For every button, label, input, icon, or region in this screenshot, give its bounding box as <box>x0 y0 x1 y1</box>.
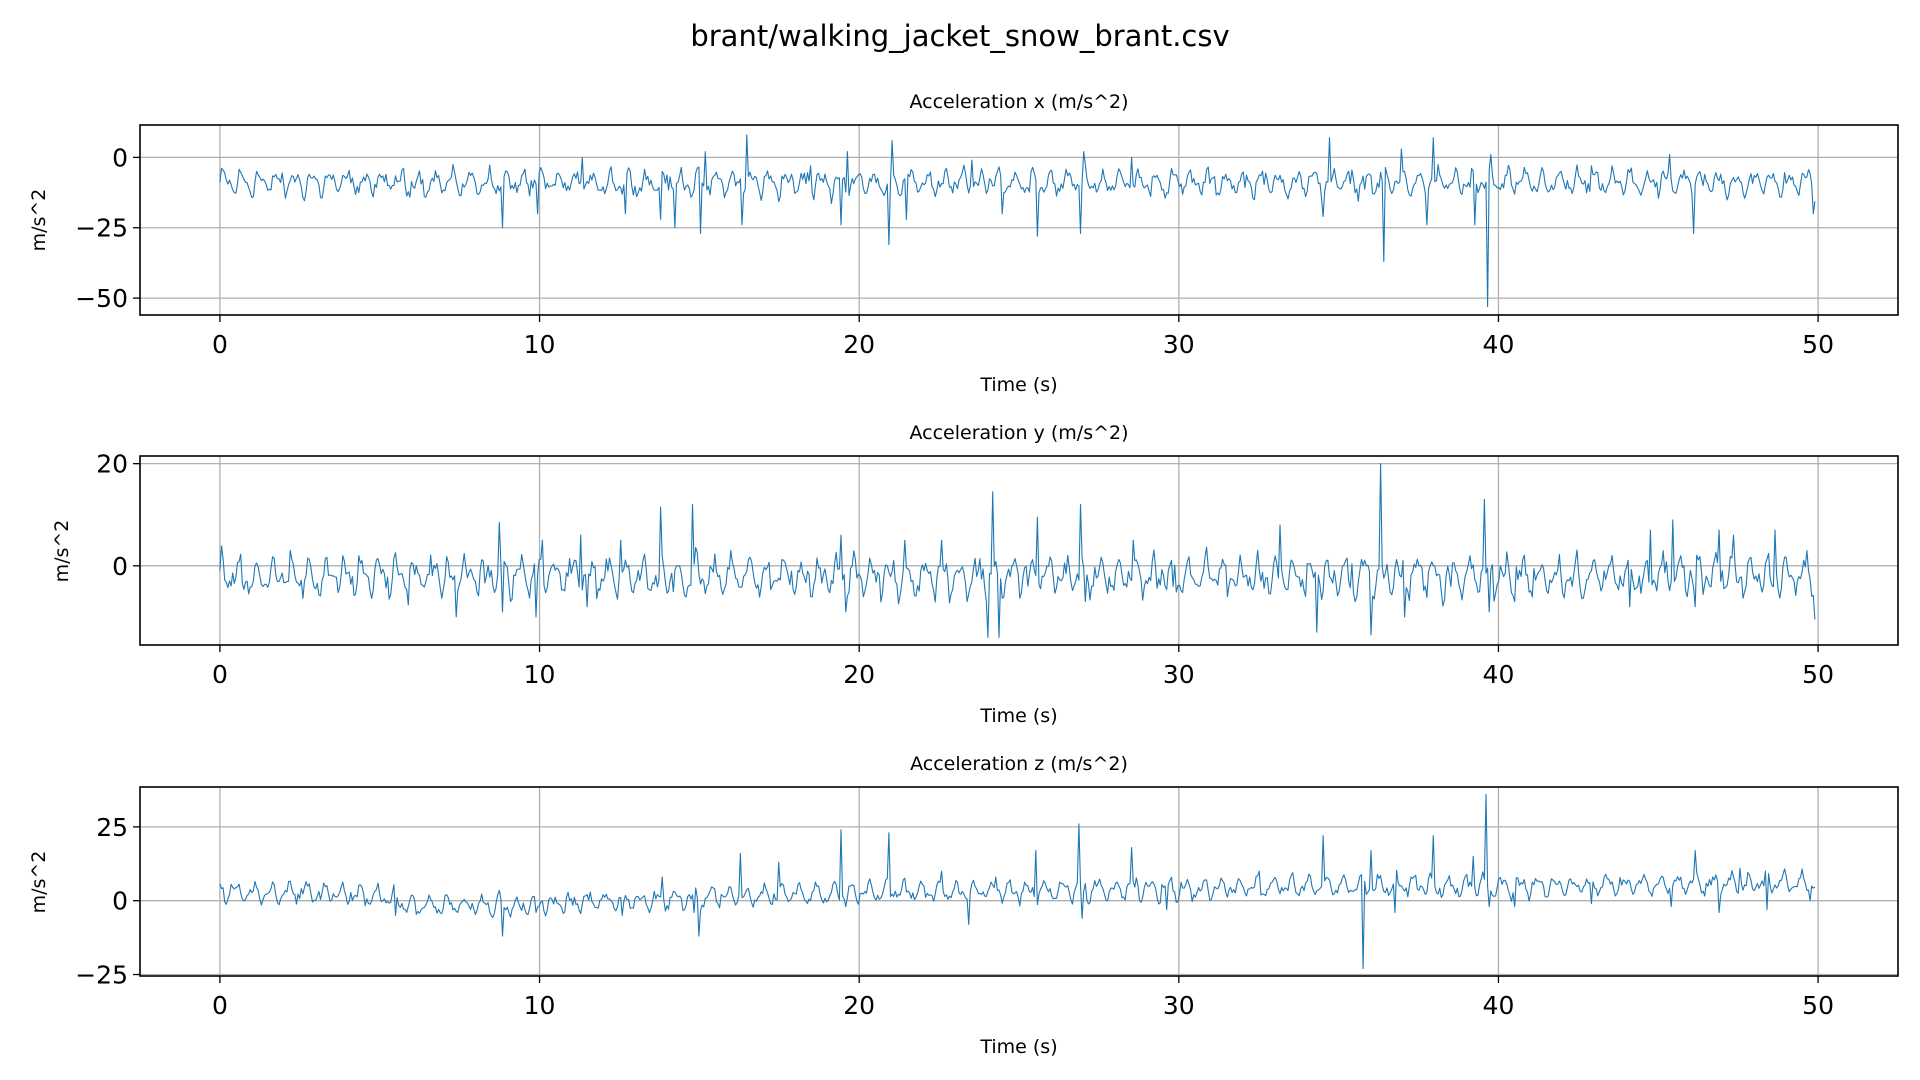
y-ticks: 0 −25 −50 <box>75 143 140 313</box>
x-tick-label: 30 <box>1163 991 1195 1020</box>
x-tick-label: 20 <box>843 330 875 359</box>
y-tick-label: −25 <box>75 214 128 243</box>
x-tick-label: 50 <box>1802 330 1834 359</box>
y-axis-label: m/s^2 <box>51 520 73 583</box>
x-tick-label: 40 <box>1483 660 1515 689</box>
series-line <box>219 134 1816 308</box>
y-axis-label: m/s^2 <box>28 851 50 914</box>
grid <box>140 125 1898 315</box>
subplot-acceleration-z: Acceleration z (m/s^2) 0 10 20 30 40 50 25 0 −2… <box>28 753 1899 1058</box>
y-axis-label: m/s^2 <box>28 189 50 252</box>
series-line <box>219 463 1816 638</box>
x-tick-label: 0 <box>212 330 228 359</box>
axes-frame <box>139 455 1899 646</box>
y-tick-label: 20 <box>96 450 128 479</box>
subplot-title: Acceleration x (m/s^2) <box>909 91 1128 113</box>
grid <box>140 456 1898 645</box>
y-ticks: 20 0 <box>96 450 140 581</box>
y-tick-label: 25 <box>96 813 128 842</box>
x-ticks: 0 10 20 30 40 50 <box>212 645 1834 689</box>
series-line <box>219 793 1816 970</box>
x-ticks: 0 10 20 30 40 50 <box>212 315 1834 359</box>
x-tick-label: 40 <box>1483 991 1515 1020</box>
plot-line-group <box>219 793 1816 970</box>
x-tick-label: 0 <box>212 660 228 689</box>
y-tick-label: 0 <box>112 552 128 581</box>
axes-frame <box>139 786 1899 977</box>
x-tick-label: 50 <box>1802 660 1834 689</box>
x-tick-label: 20 <box>843 991 875 1020</box>
y-ticks: 25 0 −25 <box>75 813 140 990</box>
y-tick-label: −50 <box>75 284 128 313</box>
subplot-acceleration-y: Acceleration y (m/s^2) 0 10 20 30 40 50 20 0 T… <box>51 422 1899 727</box>
x-tick-label: 0 <box>212 991 228 1020</box>
x-tick-label: 20 <box>843 660 875 689</box>
subplot-title: Acceleration y (m/s^2) <box>909 422 1128 444</box>
subplot-acceleration-x: Acceleration x (m/s^2) 0 10 20 30 40 50 0 −25 −… <box>28 91 1899 396</box>
x-axis-label: Time (s) <box>979 705 1057 727</box>
subplot-title: Acceleration z (m/s^2) <box>910 753 1128 775</box>
y-tick-label: 0 <box>112 143 128 172</box>
y-tick-label: 0 <box>112 887 128 916</box>
axes-frame <box>139 124 1899 316</box>
x-tick-label: 30 <box>1163 330 1195 359</box>
figure-suptitle: brant/walking_jacket_snow_brant.csv <box>690 19 1229 53</box>
x-tick-label: 10 <box>524 330 556 359</box>
x-axis-label: Time (s) <box>979 374 1057 396</box>
x-ticks: 0 10 20 30 40 50 <box>212 976 1834 1020</box>
plot-line-group <box>219 463 1816 638</box>
x-tick-label: 40 <box>1483 330 1515 359</box>
x-axis-label: Time (s) <box>979 1036 1057 1058</box>
x-tick-label: 10 <box>524 660 556 689</box>
plot-line-group <box>219 134 1816 308</box>
x-tick-label: 10 <box>524 991 556 1020</box>
y-tick-label: −25 <box>75 961 128 990</box>
x-tick-label: 50 <box>1802 991 1834 1020</box>
x-tick-label: 30 <box>1163 660 1195 689</box>
